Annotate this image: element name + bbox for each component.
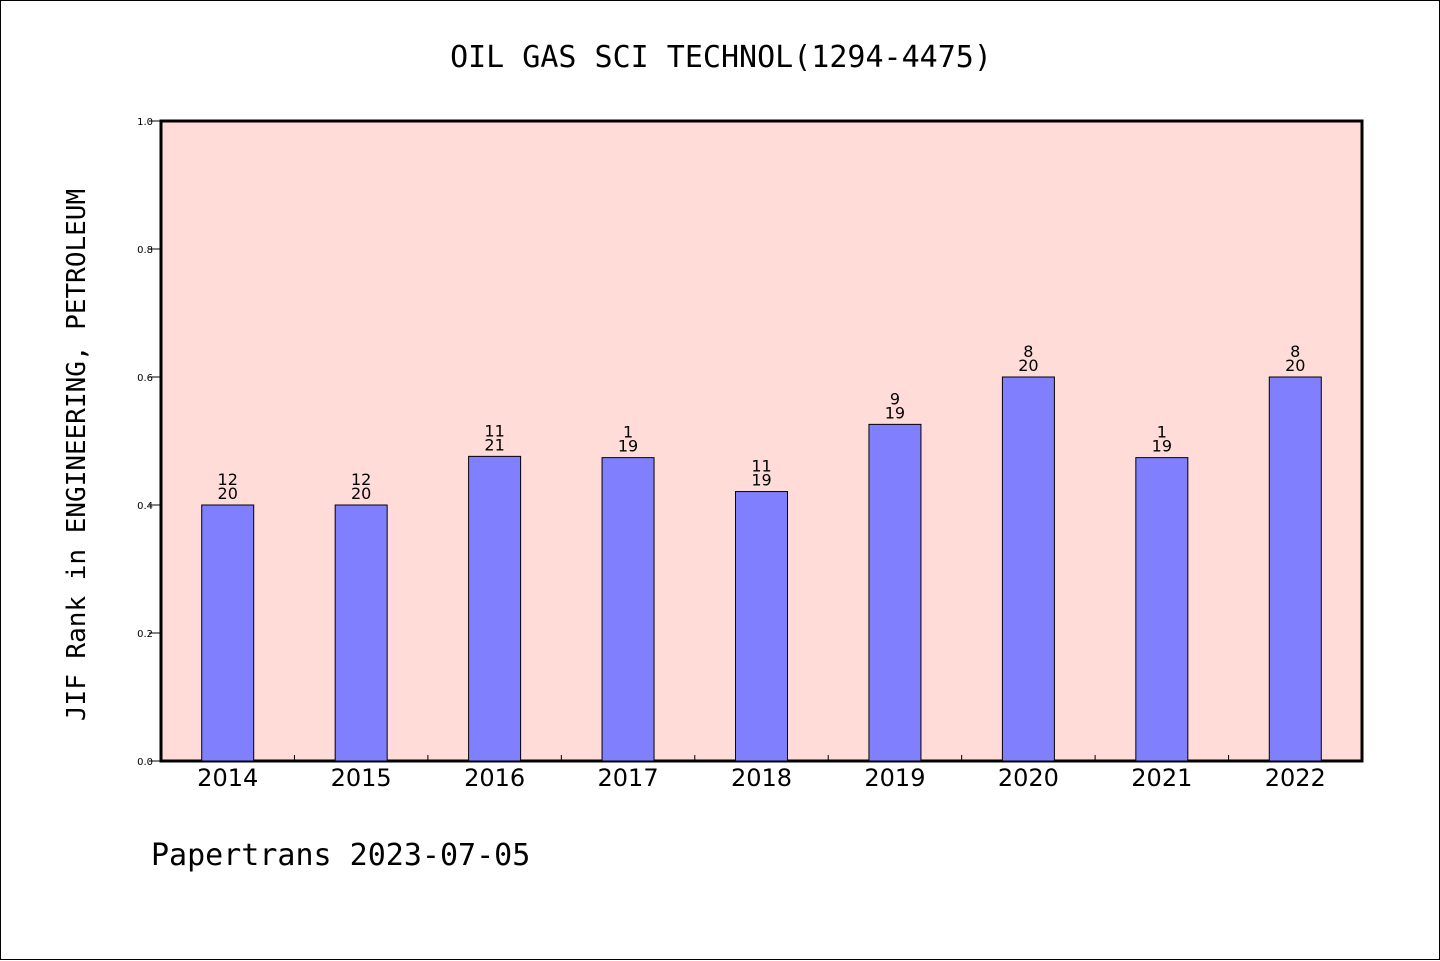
bar-2017 — [601, 457, 655, 762]
bar-label-total: 20 — [351, 484, 371, 503]
y-tick-label: 0.2 — [137, 629, 153, 640]
x-tick-label-2014: 2014 — [197, 764, 258, 792]
bar-label-total: 19 — [751, 471, 771, 490]
bar-label-rank: 11 — [484, 421, 504, 440]
bar-2021 — [1135, 457, 1189, 762]
x-tick-label-2015: 2015 — [331, 764, 392, 792]
x-tick-label-2021: 2021 — [1131, 764, 1192, 792]
bar-label-total: 21 — [484, 435, 504, 454]
bar-label-rank: 8 — [1290, 342, 1300, 361]
bar-2014 — [201, 504, 255, 762]
chart-title: OIL GAS SCI TECHNOL(1294-4475) — [450, 40, 992, 75]
bar-2022 — [1268, 376, 1322, 762]
x-tick-label-2019: 2019 — [864, 764, 925, 792]
bars — [201, 376, 1322, 762]
y-axis-label: JIF Rank in ENGINEERING, PETROLEUM — [62, 189, 92, 721]
y-tick-label: 0.0 — [137, 757, 153, 768]
bar-label-total: 20 — [1018, 356, 1038, 375]
bar-label-rank: 8 — [1023, 342, 1033, 361]
y-axis-ticks: 0.0 0.2 0.4 0.6 0.8 1.0 — [137, 117, 161, 768]
bar-label-total: 20 — [218, 484, 238, 503]
bar-2019 — [868, 423, 922, 762]
bar-label-rank: 1 — [623, 423, 633, 442]
bar-label-total: 19 — [885, 403, 905, 422]
x-axis-ticks: 2014 2015 2016 2017 2018 2019 2020 2021 2022 — [197, 755, 1326, 792]
y-tick-label: 0.6 — [137, 373, 153, 384]
bar-label-total: 19 — [618, 437, 638, 456]
bar-label-rank: 12 — [351, 470, 371, 489]
bar-2015 — [334, 504, 388, 762]
bar-2016 — [468, 455, 522, 762]
bar-label-rank: 11 — [751, 457, 771, 476]
bar-label-rank: 9 — [890, 389, 900, 408]
bar-2020 — [1001, 376, 1055, 762]
y-tick-label: 0.4 — [137, 501, 153, 512]
bar-label-total: 20 — [1285, 356, 1305, 375]
bar-2018 — [735, 491, 788, 762]
bar-label-rank: 12 — [218, 470, 238, 489]
bar-label-rank: 1 — [1157, 423, 1167, 442]
footer-text: Papertrans 2023-07-05 — [151, 838, 530, 873]
y-tick-label: 0.8 — [137, 245, 153, 256]
y-tick-label: 1.0 — [137, 117, 153, 128]
x-tick-label-2018: 2018 — [731, 764, 792, 792]
bar-label-total: 19 — [1152, 437, 1172, 456]
x-tick-label-2020: 2020 — [998, 764, 1059, 792]
x-tick-label-2016: 2016 — [464, 764, 525, 792]
x-tick-label-2022: 2022 — [1265, 764, 1326, 792]
x-tick-label-2017: 2017 — [598, 764, 659, 792]
